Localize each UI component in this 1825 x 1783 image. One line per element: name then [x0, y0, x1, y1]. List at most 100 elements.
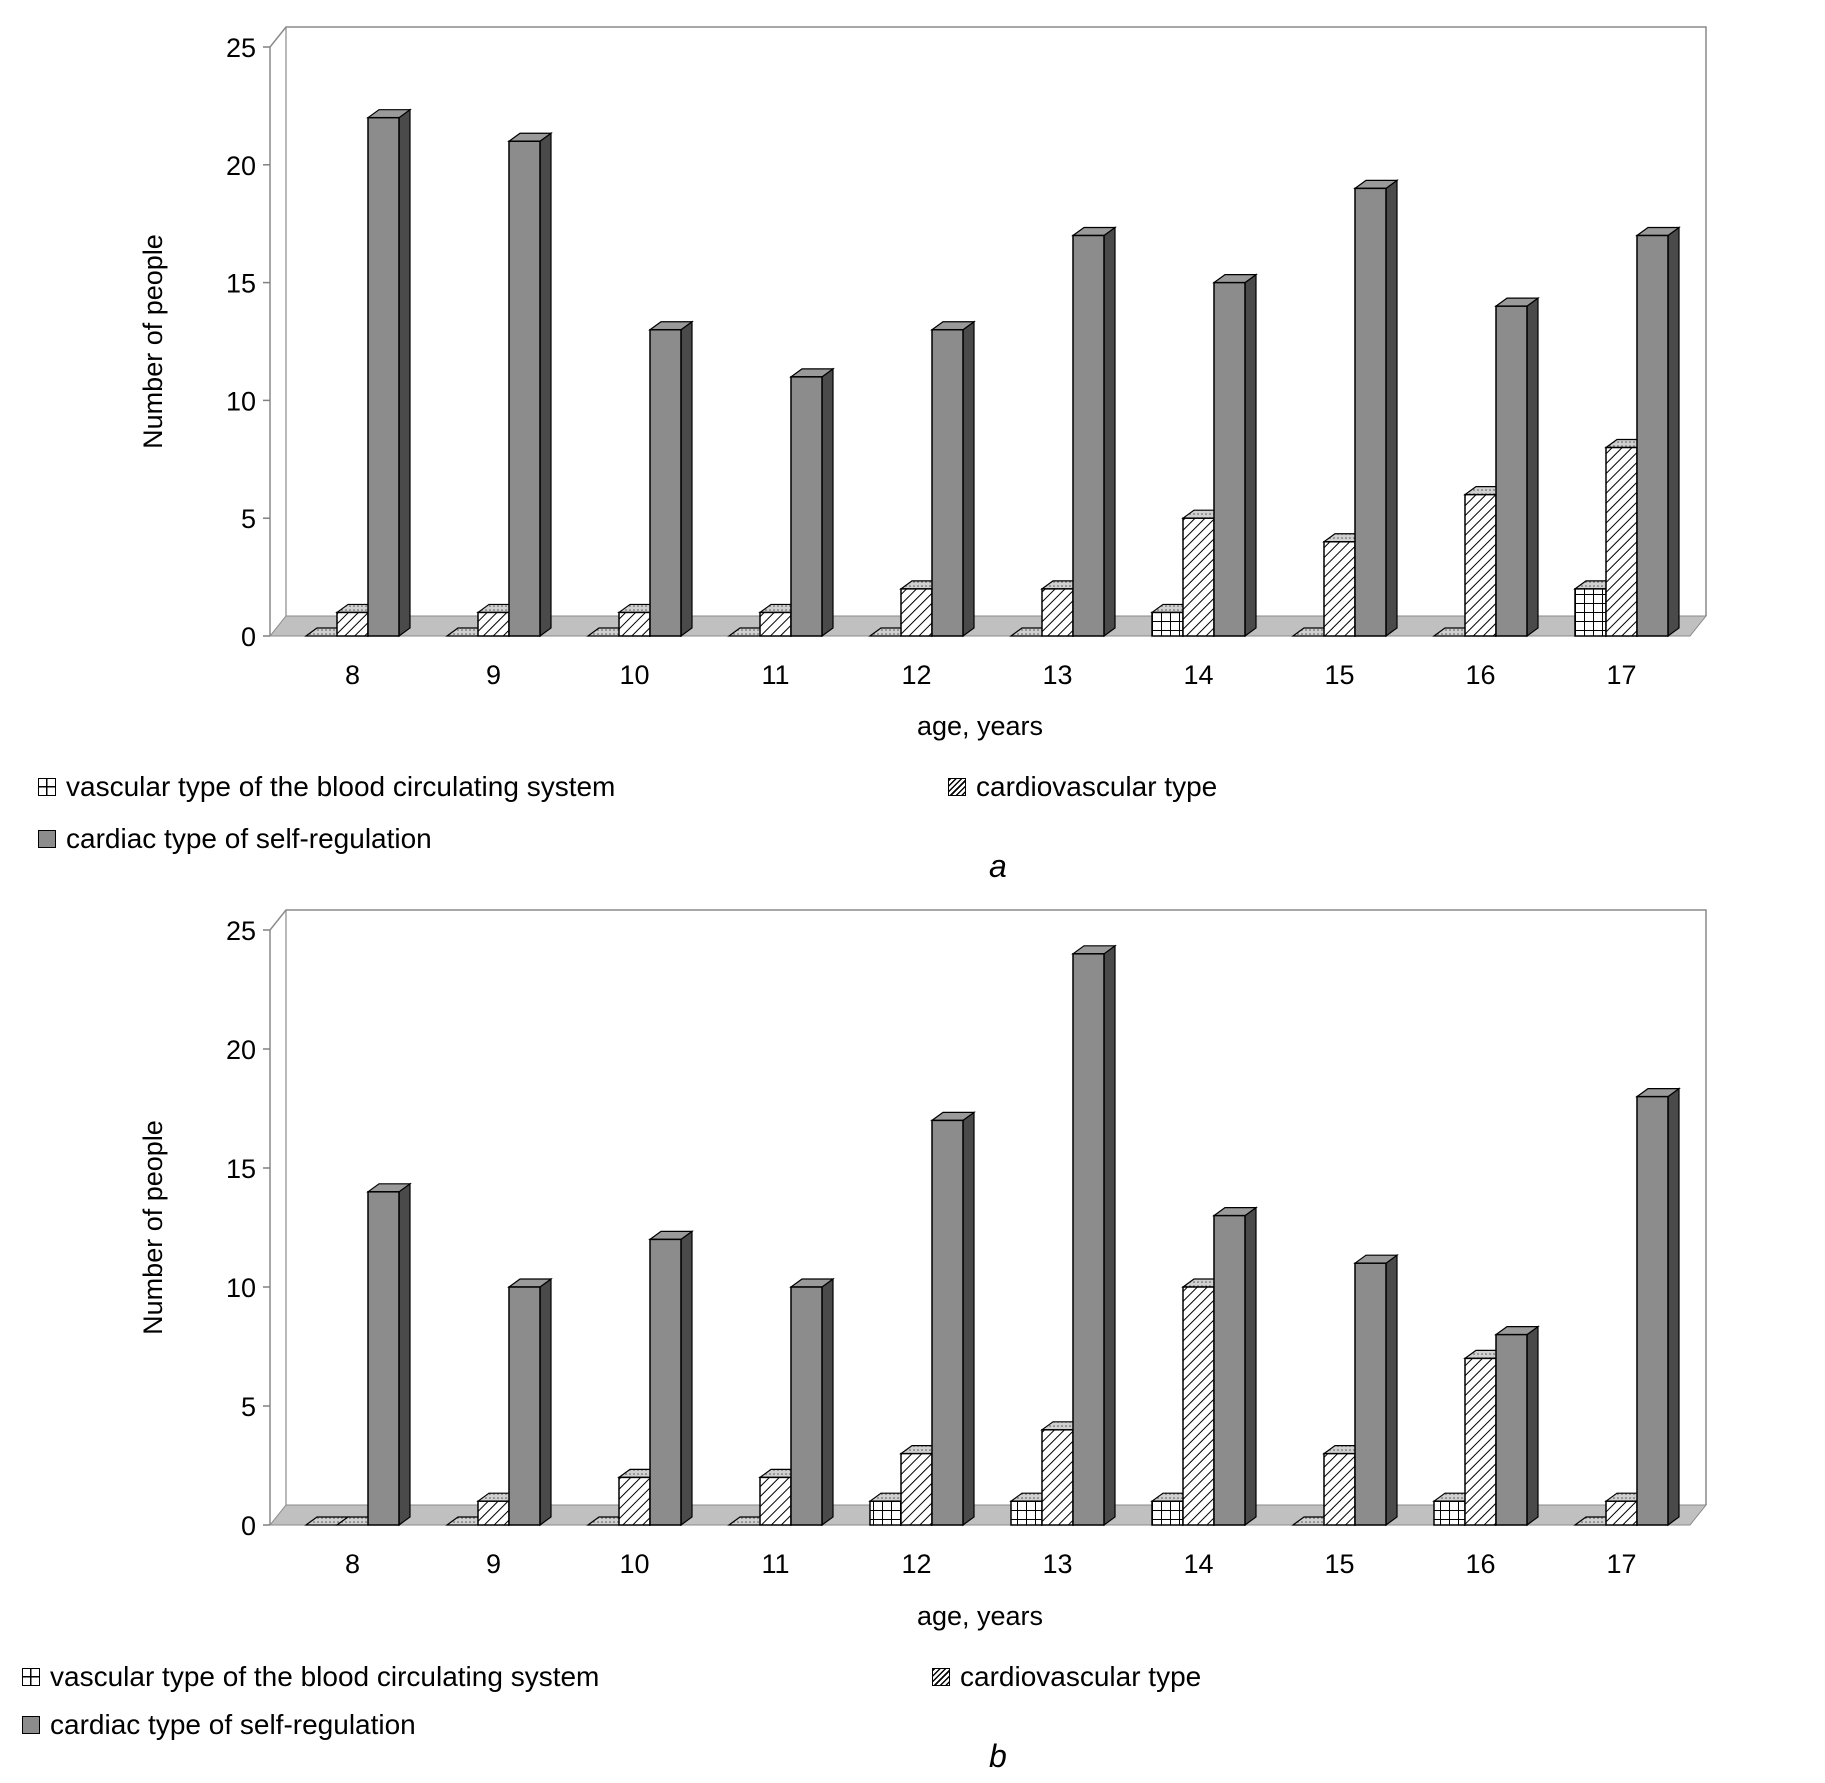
- x-tick-label: 16: [1465, 660, 1495, 690]
- bar-hatch-10: [618, 1476, 651, 1526]
- bar-hatch-16: [1464, 1357, 1497, 1526]
- legend-label: cardiac type of self-regulation: [66, 823, 432, 854]
- bar-hatch-17: [1605, 1500, 1638, 1526]
- y-tick-label: 20: [226, 1035, 256, 1065]
- legend-label: cardiac type of self-regulation: [50, 1709, 416, 1740]
- bar-hatch-11: [759, 611, 792, 637]
- bar-solid-11: [790, 376, 823, 637]
- y-tick-label: 5: [241, 1392, 256, 1422]
- bar-hatch-14: [1182, 517, 1215, 637]
- x-tick-label: 13: [1042, 660, 1072, 690]
- y-tick-label: 10: [226, 386, 256, 416]
- legend-label: vascular type of the blood circulating s…: [50, 1661, 600, 1692]
- y-tick-label: 25: [226, 916, 256, 946]
- bar-grid-13: [1010, 1500, 1043, 1526]
- bar-chart-a: 0 5 10 15 20 25 Number of people 8 9 10 11 12 13 14 15…: [138, 26, 1708, 741]
- bar-solid-10-side: [680, 1230, 693, 1527]
- hatch-pattern-icon: [932, 1668, 950, 1686]
- bar-solid-10: [649, 328, 682, 637]
- bar-solid-16: [1495, 305, 1528, 637]
- bar-solid-15: [1354, 1262, 1387, 1526]
- x-tick-label: 11: [761, 660, 789, 690]
- bar-hatch-10: [618, 611, 651, 637]
- hatch-pattern-icon: [948, 778, 966, 796]
- bar-solid-11-side: [821, 1277, 834, 1527]
- bar-grid-17: [1574, 588, 1607, 637]
- panel-label-a: a: [989, 848, 1007, 884]
- bar-solid-9-side: [539, 132, 552, 638]
- bar-hatch-15: [1323, 1452, 1356, 1526]
- bar-hatch-13: [1041, 588, 1074, 637]
- bar-solid-11: [790, 1286, 823, 1526]
- legend-item-cardiovascular: cardiovascular type: [948, 770, 1217, 804]
- legend-label: cardiovascular type: [976, 771, 1218, 802]
- bar-chart-b: 0 5 10 15 20 25 Number of people 8 9 10 11 12 13 14 15…: [138, 909, 1708, 1631]
- bar-hatch-17: [1605, 446, 1638, 637]
- bar-solid-17-side: [1667, 226, 1680, 638]
- y-tick-label: 0: [241, 622, 256, 652]
- x-tick-label: 17: [1606, 660, 1636, 690]
- x-tick-label: 11: [761, 1549, 789, 1579]
- bar-grid-14: [1151, 1500, 1184, 1526]
- bar-hatch-9: [477, 611, 510, 637]
- legend-label: vascular type of the blood circulating s…: [66, 771, 616, 802]
- bar-solid-14: [1213, 281, 1246, 637]
- bar-grid-16: [1433, 1500, 1466, 1526]
- solid-square-icon: [38, 830, 56, 848]
- y-tick-label: 0: [241, 1511, 256, 1541]
- panel-label-b: b: [989, 1738, 1007, 1774]
- bar-hatch-14: [1182, 1286, 1215, 1526]
- y-tick-label: 15: [226, 1154, 256, 1184]
- legend-item-cardiovascular: cardiovascular type: [932, 1660, 1201, 1694]
- bar-hatch-11: [759, 1476, 792, 1526]
- chart-panel-a: 0 5 10 15 20 25 Number of people 8 9 10 11 12 13 14 15…: [0, 0, 1825, 884]
- bar-hatch-15: [1323, 541, 1356, 637]
- bar-solid-15-side: [1385, 1254, 1398, 1527]
- bar-solid-15: [1354, 187, 1387, 637]
- bar-hatch-9: [477, 1500, 510, 1526]
- bar-solid-13: [1072, 953, 1105, 1526]
- bar-solid-10: [649, 1238, 682, 1526]
- bar-hatch-12: [900, 588, 933, 637]
- bar-solid-12-side: [962, 1111, 975, 1527]
- legend-item-cardiac: cardiac type of self-regulation: [22, 1708, 416, 1742]
- chart-panel-b: 0 5 10 15 20 25 Number of people 8 9 10 11 12 13 14 15…: [0, 880, 1825, 1783]
- x-axis-label: age, years: [917, 711, 1043, 741]
- bar-solid-9: [508, 1286, 541, 1526]
- bar-solid-10-side: [680, 320, 693, 638]
- x-tick-label: 8: [345, 660, 360, 690]
- bar-solid-8-side: [398, 108, 411, 638]
- bar-solid-9-side: [539, 1277, 552, 1527]
- x-tick-label: 10: [619, 660, 649, 690]
- x-axis-label: age, years: [917, 1601, 1043, 1631]
- solid-square-icon: [22, 1716, 40, 1734]
- bar-solid-12-side: [962, 320, 975, 638]
- bar-solid-9: [508, 140, 541, 637]
- bar-solid-14: [1213, 1214, 1246, 1526]
- y-axis-label: Number of people: [138, 1120, 168, 1335]
- y-tick-label: 15: [226, 269, 256, 299]
- y-tick-label: 10: [226, 1273, 256, 1303]
- bar-solid-8: [367, 1191, 400, 1526]
- bar-solid-13-side: [1103, 226, 1116, 638]
- legend-item-vascular: vascular type of the blood circulating s…: [38, 770, 615, 804]
- bar-solid-8-side: [398, 1182, 411, 1527]
- y-tick-label: 20: [226, 151, 256, 181]
- y-tick-label: 25: [226, 33, 256, 63]
- x-tick-label: 15: [1324, 1549, 1354, 1579]
- x-tick-label: 12: [901, 1549, 931, 1579]
- bar-solid-16-side: [1526, 296, 1539, 638]
- grid-pattern-icon: [22, 1668, 40, 1686]
- bar-hatch-12: [900, 1452, 933, 1526]
- legend-item-vascular: vascular type of the blood circulating s…: [22, 1660, 599, 1694]
- x-tick-label: 15: [1324, 660, 1354, 690]
- bar-solid-17: [1636, 234, 1669, 637]
- x-tick-label: 13: [1042, 1549, 1072, 1579]
- bar-solid-17: [1636, 1095, 1669, 1526]
- bar-solid-14-side: [1244, 273, 1257, 638]
- bar-solid-12: [931, 1119, 964, 1526]
- x-tick-label: 16: [1465, 1549, 1495, 1579]
- y-axis-label: Number of people: [138, 234, 168, 449]
- bar-solid-11-side: [821, 367, 834, 638]
- x-tick-label: 8: [345, 1549, 360, 1579]
